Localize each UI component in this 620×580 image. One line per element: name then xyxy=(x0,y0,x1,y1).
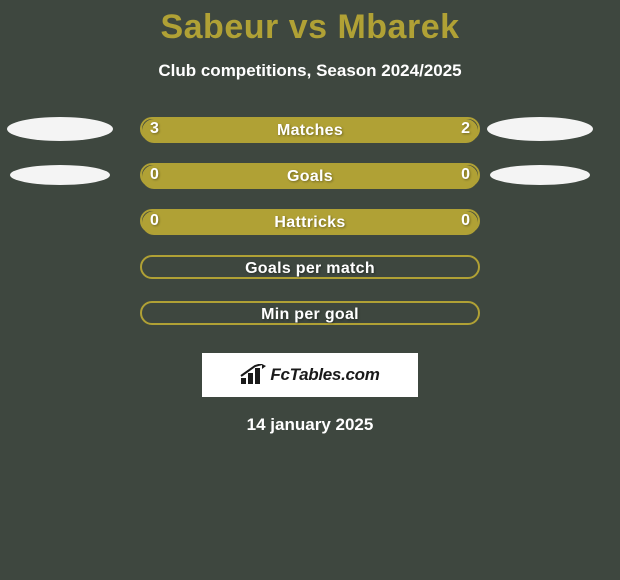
comparison-infographic: Sabeur vs Mbarek Club competitions, Seas… xyxy=(0,0,620,580)
bar-chart-icon xyxy=(240,364,266,386)
stat-value-right: 0 xyxy=(461,163,470,187)
stat-bar: Goals xyxy=(140,163,480,187)
stat-bar: Matches xyxy=(140,117,480,141)
stat-row: Min per goal xyxy=(0,301,620,347)
stat-value-right: 0 xyxy=(461,209,470,233)
stat-value-left: 0 xyxy=(150,209,159,233)
logo-text: FcTables.com xyxy=(270,365,379,385)
player-marker-left xyxy=(10,165,110,185)
stat-label: Min per goal xyxy=(142,303,478,327)
stat-value-left: 3 xyxy=(150,117,159,141)
stat-bar: Hattricks xyxy=(140,209,480,233)
player-marker-right xyxy=(490,165,590,185)
stat-label: Hattricks xyxy=(142,211,478,235)
stats-area: Matches32Goals00Hattricks00Goals per mat… xyxy=(0,117,620,347)
title-player2: Mbarek xyxy=(337,8,459,46)
stat-bar: Min per goal xyxy=(140,301,480,325)
stat-label: Goals per match xyxy=(142,257,478,281)
stat-label: Matches xyxy=(142,119,478,143)
logo-box: FcTables.com xyxy=(202,353,418,397)
stat-value-left: 0 xyxy=(150,163,159,187)
subtitle: Club competitions, Season 2024/2025 xyxy=(0,61,620,81)
stat-value-right: 2 xyxy=(461,117,470,141)
title-vs: vs xyxy=(289,8,328,46)
title-player1: Sabeur xyxy=(160,8,278,46)
player-marker-right xyxy=(487,117,593,141)
stat-bar: Goals per match xyxy=(140,255,480,279)
date-text: 14 january 2025 xyxy=(0,415,620,435)
stat-row: Goals per match xyxy=(0,255,620,301)
stat-row: Goals0 0 xyxy=(0,163,620,209)
stat-row: Matches3 2 xyxy=(0,117,620,163)
player-marker-left xyxy=(7,117,113,141)
stat-label: Goals xyxy=(142,165,478,189)
stat-row: Hattricks0 0 xyxy=(0,209,620,255)
page-title: Sabeur vs Mbarek xyxy=(0,0,620,47)
